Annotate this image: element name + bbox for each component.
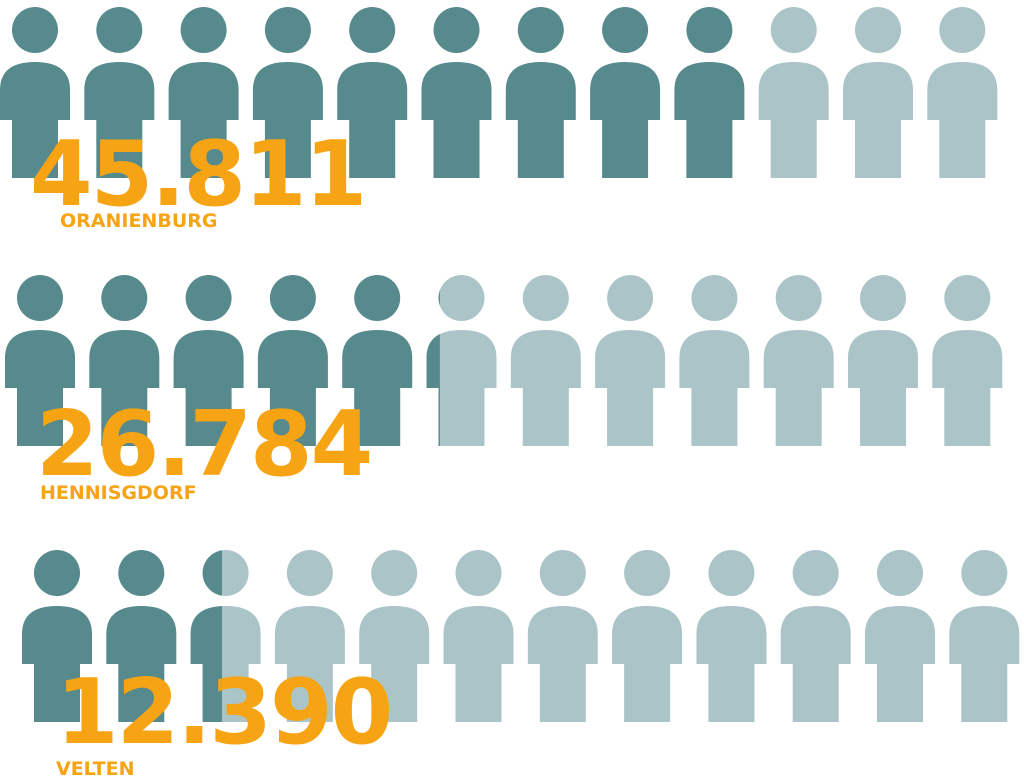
value-oranienburg: 45.811 [30,122,367,227]
person-icon [865,550,935,722]
person-icon [758,7,829,178]
person-icon [612,550,683,722]
person-icon [932,275,1003,446]
person-icon [252,7,323,178]
person-icon [927,7,998,178]
person-icon [696,550,767,722]
label-oranienburg: ORANIENBURG [60,210,218,232]
person-icon [0,7,70,178]
person-icon [337,7,408,178]
person-icon [342,275,413,446]
person-icon [190,550,261,722]
person-icon [848,275,918,446]
person-icon [590,7,661,178]
person-icon [426,275,497,446]
person-icon [949,550,1020,722]
person-icon [763,275,834,446]
label-velten: VELTEN [56,758,135,780]
person-icon [510,275,581,446]
person-icon [505,7,576,178]
person-icon [22,550,92,722]
value-velten: 12.390 [56,660,393,765]
person-icon-partial-fill [190,550,223,722]
icon-row-velten [22,550,1020,722]
person-icon [780,550,851,722]
person-icon [89,275,160,446]
label-hennisgdorf: HENNISGDORF [40,482,197,504]
person-icon [5,275,75,446]
icon-row-oranienburg [0,7,998,178]
person-icon-partial-fill [426,290,440,446]
icon-row-hennisgdorf [5,275,1003,446]
person-icon [173,275,244,446]
person-icon [421,7,492,178]
person-icon [443,550,514,722]
person-icon [527,550,598,722]
person-icon [843,7,913,178]
person-icon [274,550,345,722]
value-hennisgdorf: 26.784 [36,392,373,497]
person-icon [106,550,177,722]
person-icon [674,7,745,178]
person-icon [84,7,155,178]
person-icon [168,7,239,178]
person-icon [257,275,328,446]
person-icon [679,275,750,446]
person-icon [595,275,666,446]
person-icon [359,550,430,722]
